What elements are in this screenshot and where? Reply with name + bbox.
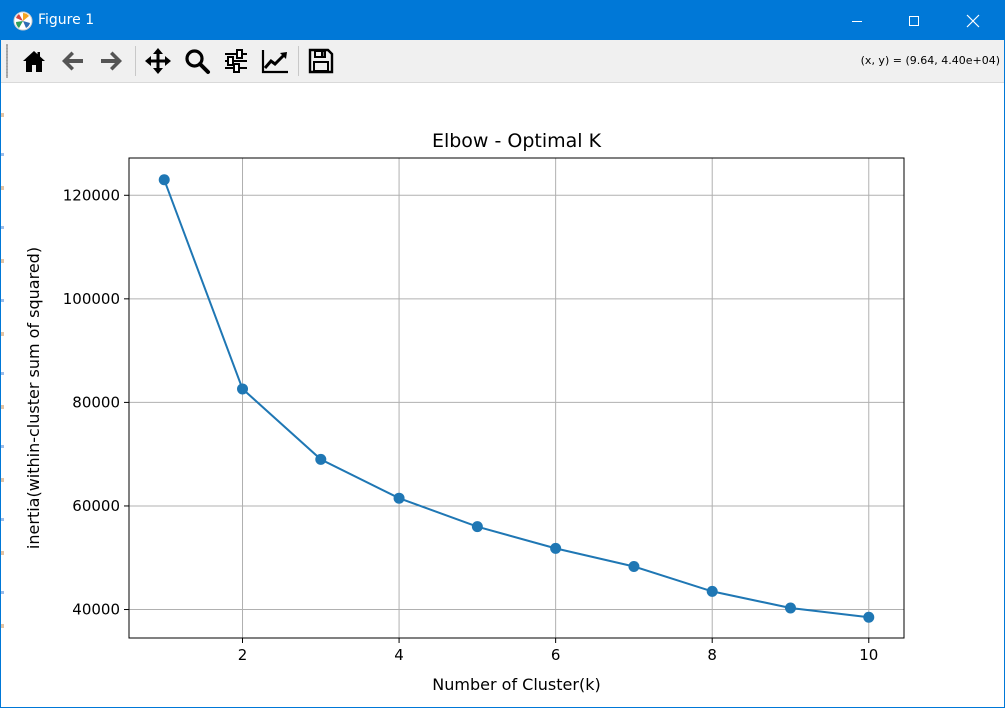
pan-button[interactable] <box>141 44 175 78</box>
matplotlib-logo-icon <box>13 11 33 31</box>
home-button[interactable] <box>17 44 51 78</box>
y-tick-label: 60000 <box>72 497 120 515</box>
y-tick-label: 100000 <box>63 290 120 308</box>
home-icon <box>23 51 45 72</box>
y-tick-label: 40000 <box>72 601 120 619</box>
maximize-icon <box>909 15 919 26</box>
navigation-toolbar: (x, y) = (9.64, 4.40e+04) <box>1 40 1004 83</box>
configure-subplots-button[interactable] <box>219 44 253 78</box>
x-tick-label: 2 <box>238 646 248 664</box>
toolbar-grip[interactable] <box>6 44 8 78</box>
line-chart-icon <box>261 50 288 74</box>
floppy-disk-icon <box>308 48 334 74</box>
data-point <box>315 453 327 465</box>
elbow-chart[interactable]: 2 4 6 8 10 40000 60000 80000 100000 120000 Elbow … <box>1 83 1004 707</box>
toolbar-separator <box>135 46 136 76</box>
data-point <box>237 383 249 395</box>
back-arrow-icon <box>62 51 83 71</box>
x-tick-label: 4 <box>394 646 404 664</box>
data-point <box>471 521 483 533</box>
x-axis-label: Number of Cluster(k) <box>432 675 600 694</box>
move-icon <box>145 48 171 74</box>
window-title: Figure 1 <box>38 12 95 28</box>
toolbar-separator <box>298 46 299 76</box>
close-button[interactable] <box>950 1 996 40</box>
data-point <box>628 561 640 573</box>
search-icon <box>185 49 210 74</box>
data-point <box>706 585 718 597</box>
figure-canvas[interactable]: 2 4 6 8 10 40000 60000 80000 100000 120000 Elbow … <box>1 83 1004 707</box>
edit-axis-button[interactable] <box>258 44 292 78</box>
y-axis-label: inertia(within-cluster sum of squared) <box>24 247 43 549</box>
sliders-icon <box>225 49 247 73</box>
axes-frame <box>128 157 905 639</box>
chart-title: Elbow - Optimal K <box>432 130 602 152</box>
y-tick-label: 120000 <box>63 186 120 204</box>
save-button[interactable] <box>304 44 338 78</box>
x-tick-label: 10 <box>859 646 878 664</box>
x-tick-label: 8 <box>707 646 717 664</box>
y-tick-label: 80000 <box>72 393 120 411</box>
maximize-button[interactable] <box>891 1 937 40</box>
back-button[interactable] <box>56 44 90 78</box>
background-window-edge <box>1 83 4 643</box>
forward-button[interactable] <box>94 44 128 78</box>
zoom-button[interactable] <box>180 44 214 78</box>
data-point <box>784 602 796 614</box>
minimize-icon <box>852 20 862 22</box>
data-point <box>393 492 405 504</box>
forward-arrow-icon <box>101 51 122 71</box>
cursor-coordinates-readout: (x, y) = (9.64, 4.40e+04) <box>860 54 1000 67</box>
data-point <box>158 174 170 186</box>
x-tick-label: 6 <box>551 646 561 664</box>
title-bar[interactable]: Figure 1 <box>1 1 1004 40</box>
minimize-button[interactable] <box>834 1 880 40</box>
data-point <box>550 542 562 554</box>
data-point <box>863 611 875 623</box>
series-line <box>163 179 869 619</box>
close-icon <box>966 14 980 27</box>
